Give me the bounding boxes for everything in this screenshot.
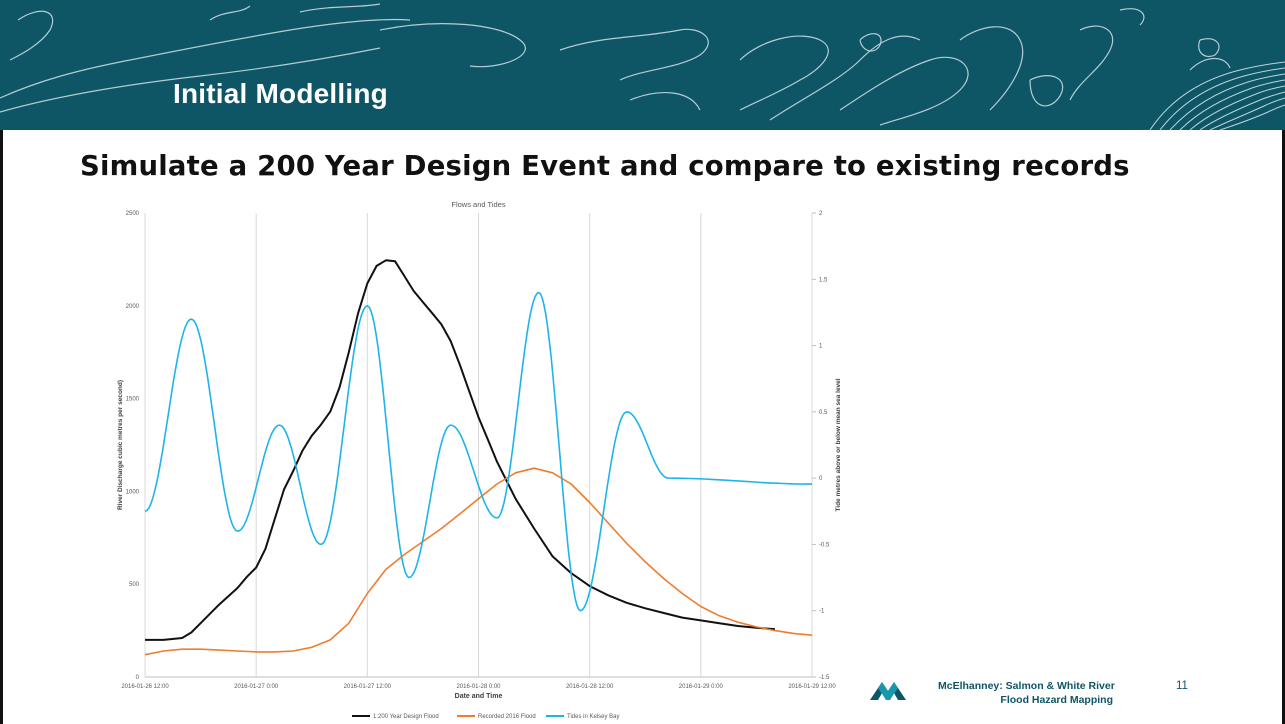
recorded-flood-series-line xyxy=(144,467,813,656)
x-tick-label: 2016-01-29 0:00 xyxy=(679,684,724,690)
chart-title: Flows and Tides xyxy=(451,200,505,209)
y2-tick-label: -1.5 xyxy=(819,675,830,681)
slide-subtitle: Simulate a 200 Year Design Event and com… xyxy=(80,150,1130,182)
x-tick-label: 2016-01-27 12:00 xyxy=(344,684,392,690)
page-number: 11 xyxy=(1176,680,1188,692)
y2-tick-label: 0.5 xyxy=(819,410,828,416)
y-tick-label: 500 xyxy=(129,582,140,588)
right-border xyxy=(1282,130,1285,724)
y2-tick-label: 0 xyxy=(819,476,823,482)
y2-tick-label: -1 xyxy=(819,609,825,615)
legend-label: Tides in Kelsey Bay xyxy=(567,714,619,720)
slide-title: Initial Modelling xyxy=(173,78,388,109)
left-border xyxy=(0,130,3,724)
y2-tick-label: 2 xyxy=(819,211,823,217)
design-flood-series-line xyxy=(145,259,775,641)
y-tick-label: 1500 xyxy=(126,397,140,403)
footer-line2: Flood Hazard Mapping xyxy=(1000,694,1113,706)
footer-project-text: McElhanney: Salmon & White River Flood H… xyxy=(938,679,1115,707)
y-tick-label: 1000 xyxy=(126,489,140,495)
chart-background xyxy=(105,190,850,724)
y-tick-label: 2500 xyxy=(126,211,140,217)
mcelhanney-logo-icon xyxy=(870,682,906,700)
header-banner: Initial Modelling xyxy=(0,0,1285,130)
topographic-contour-art xyxy=(0,3,1285,130)
x-tick-label: 2016-01-26 12:00 xyxy=(121,684,169,690)
y2-tick-label: 1.5 xyxy=(819,277,828,283)
legend-label: 1:200 Year Design Flood xyxy=(373,714,439,720)
footer-line1: McElhanney: Salmon & White River xyxy=(938,680,1115,692)
y-axis-label: River Discharge cubic metres per second) xyxy=(117,380,124,510)
legend-label: Recorded 2016 Flood xyxy=(478,714,536,720)
x-tick-label: 2016-01-29 12:00 xyxy=(788,684,836,690)
x-axis-label: Date and Time xyxy=(455,693,503,700)
tides-series-line xyxy=(144,291,812,612)
y2-axis-label: Tide metres above or below mean sea leve… xyxy=(835,378,842,511)
x-tick-label: 2016-01-28 0:00 xyxy=(456,684,501,690)
y2-tick-label: -0.5 xyxy=(819,542,830,548)
x-tick-label: 2016-01-27 0:00 xyxy=(234,684,279,690)
x-tick-label: 2016-01-28 12:00 xyxy=(566,684,614,690)
y2-tick-label: 1 xyxy=(819,344,823,350)
y-tick-label: 0 xyxy=(136,675,140,681)
y-tick-label: 2000 xyxy=(126,304,140,310)
